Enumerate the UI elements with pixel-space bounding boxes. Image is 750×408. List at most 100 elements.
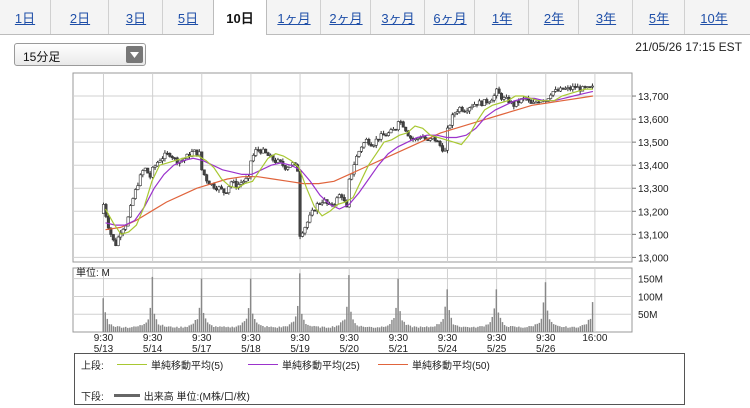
tab-3d[interactable]: 3日 — [110, 0, 163, 34]
candle-body — [500, 93, 504, 100]
volume-bar — [297, 305, 299, 332]
tab-2d[interactable]: 2日 — [52, 0, 109, 34]
legend-lower-label: 下段: — [81, 391, 104, 403]
volume-bar — [153, 313, 156, 332]
tab-1d[interactable]: 1日 — [0, 0, 51, 34]
candle-body — [212, 183, 216, 189]
tab-2m[interactable]: 2ヶ月 — [322, 0, 371, 34]
candle-body — [421, 136, 425, 139]
candle-body — [254, 149, 258, 156]
volume-bar — [284, 326, 287, 332]
volume-bar — [352, 319, 354, 332]
tab-2y[interactable]: 2年 — [530, 0, 579, 34]
volume-bar — [229, 327, 231, 332]
volume-bar — [350, 311, 352, 332]
volume-bar — [311, 326, 313, 332]
volume-bar — [413, 326, 416, 332]
volume-bar — [208, 324, 211, 332]
volume-bar — [428, 327, 430, 332]
y-tick-label: 13,000 — [638, 253, 669, 264]
volume-bar — [307, 324, 309, 332]
ma5-line — [104, 88, 593, 236]
volume-bar — [163, 326, 166, 332]
volume-bar — [403, 321, 405, 332]
tab-5y[interactable]: 5年 — [634, 0, 685, 34]
volume-bar — [213, 326, 215, 332]
volume-bar — [133, 326, 135, 332]
volume-bar — [168, 326, 170, 332]
volume-bar — [235, 326, 238, 332]
candle-body — [529, 99, 533, 104]
volume-bar — [174, 327, 176, 332]
tab-10y[interactable]: 10年 — [700, 10, 728, 26]
volume-bar — [575, 327, 577, 332]
volume-bar — [305, 323, 307, 332]
candle-body — [394, 128, 398, 131]
x-tick-label: 9:30 5/18 — [241, 333, 261, 352]
candle-body — [438, 141, 442, 146]
volume-bar — [524, 327, 526, 332]
tab-5d[interactable]: 5日 — [177, 10, 199, 26]
candle-body — [151, 166, 155, 178]
x-tick-label: 9:30 5/19 — [290, 333, 310, 352]
legend-ma5: 単純移動平均(5) — [117, 357, 224, 372]
candle-body — [487, 101, 491, 104]
tab-6m[interactable]: 6ヶ月 — [426, 0, 475, 34]
tab-1y[interactable]: 1年 — [476, 0, 529, 34]
candle-body — [335, 197, 339, 205]
volume-bar — [436, 324, 438, 332]
volume-bar — [372, 327, 375, 332]
volume-bar — [276, 327, 278, 332]
volume-bar — [489, 322, 491, 332]
tab-3m[interactable]: 3ヶ月 — [372, 0, 425, 34]
legend-ma5-label: 単純移動平均(5) — [151, 360, 224, 372]
volume-bar — [364, 327, 367, 332]
candle-body — [148, 172, 152, 178]
volume-bar — [587, 319, 590, 332]
candle-body — [173, 157, 177, 160]
tab-1m[interactable]: 1ヶ月 — [268, 0, 321, 34]
tab-3y[interactable]: 3年 — [580, 0, 633, 34]
volume-bar — [542, 302, 545, 332]
volume-bar — [554, 324, 557, 332]
volume-bar — [483, 326, 485, 332]
candle-body — [477, 100, 481, 106]
volume-bar — [120, 327, 123, 332]
volume-bar — [329, 327, 332, 332]
candle-body — [409, 135, 413, 139]
legend-upper-row: 上段: — [81, 357, 104, 372]
volume-bar — [254, 319, 256, 332]
volume-bar — [172, 327, 174, 332]
y-tick-label: 13,300 — [638, 184, 669, 195]
candle-body — [546, 98, 550, 102]
volume-bar — [223, 326, 225, 332]
volume-bar — [387, 325, 389, 332]
candle-body — [141, 170, 145, 176]
volume-bar — [256, 322, 258, 332]
candle-body — [470, 105, 474, 108]
volume-bar — [589, 318, 592, 332]
candle-body — [153, 165, 157, 168]
volume-bar — [557, 325, 559, 332]
candle-body — [124, 225, 128, 230]
volume-bar — [225, 327, 227, 332]
candle-body — [227, 186, 231, 194]
volume-bar — [581, 325, 584, 332]
candle-body — [443, 149, 447, 152]
legend-ma25-label: 単純移動平均(25) — [282, 360, 360, 372]
candle-body — [465, 110, 469, 113]
candle-body — [475, 104, 479, 106]
volume-bar — [522, 327, 524, 332]
volume-bar — [356, 325, 358, 332]
volume-bar — [108, 324, 111, 332]
tab-10d[interactable]: 10日 — [213, 0, 267, 35]
candle-body — [355, 156, 359, 166]
volume-bar — [579, 326, 582, 332]
candle-body — [453, 112, 457, 116]
volume-bar — [217, 327, 219, 332]
candle-body — [278, 159, 282, 162]
candle-body — [590, 85, 594, 88]
candle-body — [571, 85, 575, 90]
volume-bar — [114, 326, 117, 332]
interval-select[interactable]: 15分足 — [14, 43, 146, 66]
